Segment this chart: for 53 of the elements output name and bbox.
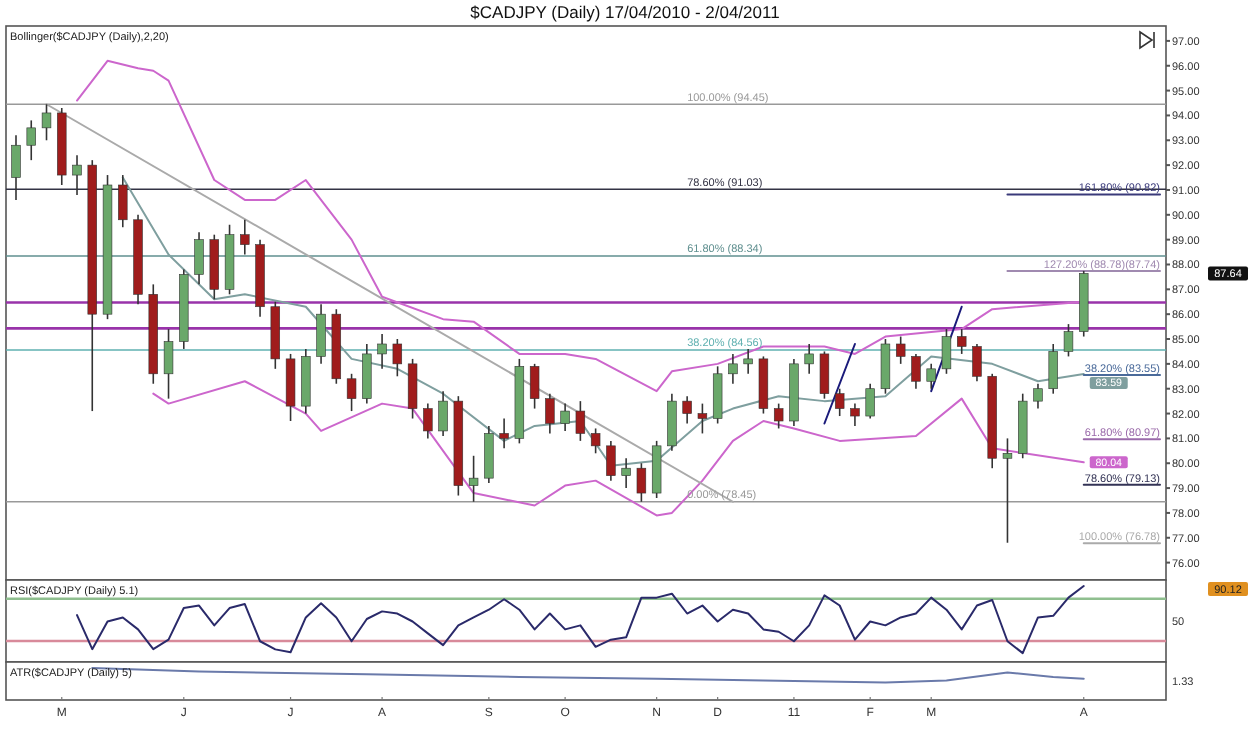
candlestick bbox=[957, 328, 967, 355]
candlestick bbox=[285, 353, 296, 422]
candlestick bbox=[468, 454, 479, 503]
candlestick bbox=[423, 402, 433, 440]
candlestick bbox=[865, 382, 875, 420]
candlestick bbox=[545, 392, 555, 435]
candlestick bbox=[621, 457, 631, 489]
candlestick bbox=[682, 395, 692, 425]
candlestick bbox=[651, 440, 662, 499]
candlestick bbox=[728, 353, 738, 385]
candlestick bbox=[941, 328, 952, 375]
candlestick bbox=[636, 462, 647, 503]
candlestick bbox=[1048, 343, 1058, 395]
candlestick bbox=[773, 402, 784, 430]
candlestick bbox=[484, 425, 494, 484]
candlestick bbox=[697, 402, 708, 435]
candlestick bbox=[529, 363, 540, 410]
candlestick bbox=[667, 392, 677, 452]
candlestick bbox=[194, 231, 204, 286]
candlestick bbox=[118, 174, 128, 229]
candlestick bbox=[346, 373, 357, 412]
candlestick bbox=[26, 119, 36, 161]
chart-title: $CADJPY (Daily) 17/04/2010 - 2/04/2011 bbox=[470, 2, 781, 22]
candlestick bbox=[743, 348, 753, 375]
candlestick bbox=[560, 402, 570, 432]
candlestick bbox=[590, 427, 601, 455]
candlestick bbox=[392, 338, 403, 378]
candlestick bbox=[1063, 323, 1074, 358]
candlestick bbox=[316, 303, 326, 365]
candlestick bbox=[850, 402, 860, 427]
candlestick bbox=[880, 338, 891, 395]
candlestick bbox=[407, 358, 418, 420]
candlestick bbox=[41, 103, 52, 142]
candlestick bbox=[1033, 382, 1043, 410]
candlestick bbox=[377, 333, 387, 370]
candlestick bbox=[72, 154, 82, 196]
candlestick bbox=[834, 387, 845, 417]
candlestick bbox=[606, 440, 616, 482]
candlestick bbox=[712, 365, 723, 425]
candlestick bbox=[438, 390, 448, 437]
candlestick bbox=[895, 335, 906, 365]
candlestick bbox=[362, 343, 372, 405]
candlestick bbox=[1002, 437, 1013, 544]
candlestick bbox=[804, 343, 814, 375]
candlestick bbox=[499, 417, 509, 450]
candlestick bbox=[575, 400, 586, 442]
candlestick bbox=[972, 343, 982, 383]
candlestick bbox=[926, 363, 936, 390]
candlestick bbox=[163, 328, 174, 400]
candlestick bbox=[911, 353, 921, 390]
candlestick bbox=[11, 134, 21, 201]
candlestick bbox=[240, 218, 250, 256]
candlestick bbox=[819, 350, 830, 400]
